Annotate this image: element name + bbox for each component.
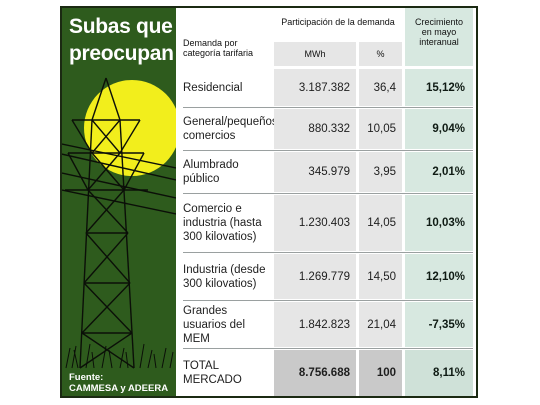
row-divider: [183, 348, 473, 349]
row-growth: 2,01%: [405, 152, 473, 192]
category-header: Demanda por categoría tarifaria: [183, 38, 273, 58]
row-growth: 10,03%: [405, 195, 473, 251]
row-pct: 10,05: [359, 109, 402, 149]
growth-header-line-2: en mayo: [421, 27, 457, 37]
side-panel: Subas que preocupan Fuente: CAMMESA y AD…: [62, 8, 176, 396]
illustration: [62, 77, 176, 369]
row-divider: [183, 150, 473, 151]
row-label: Alumbrado público: [183, 159, 239, 185]
title-line-1: Subas que: [69, 15, 173, 38]
row-growth: 12,10%: [405, 254, 473, 299]
row-divider: [183, 252, 473, 253]
row-label: General/pequeños comercios: [183, 116, 278, 142]
row-mwh: 3.187.382: [274, 69, 356, 106]
total-mwh: 8.756.688: [274, 350, 356, 396]
row-label: Industria (desde 300 kilovatios): [183, 263, 266, 290]
row-pct: 3,95: [359, 152, 402, 192]
title-line-2: preocupan: [69, 42, 174, 65]
growth-header-line-1: Crecimiento: [414, 17, 463, 27]
row-label: Grandes usuarios del MEM: [183, 304, 246, 345]
row-label: Comercio e industria (hasta 300 kilovati…: [183, 203, 262, 243]
source-label: Fuente:: [69, 372, 104, 383]
total-label: TOTAL MERCADO: [183, 360, 242, 386]
total-pct: 100: [359, 350, 402, 396]
page-title: Subas que preocupan: [69, 13, 174, 67]
row-pct: 36,4: [359, 69, 402, 106]
row-label: Residencial: [183, 81, 243, 94]
row-divider: [183, 193, 473, 194]
row-growth: 9,04%: [405, 109, 473, 149]
pct-header: %: [359, 42, 402, 66]
category-header-line-1: Demanda por: [183, 38, 238, 48]
power-tower-icon: [62, 77, 176, 369]
row-pct: 21,04: [359, 302, 402, 347]
row-divider: [183, 300, 473, 301]
source-value: CAMMESA y ADEERA: [69, 383, 169, 394]
data-table: Demanda por categoría tarifaria Particip…: [176, 8, 476, 396]
row-mwh: 880.332: [274, 109, 356, 149]
participation-header: Participación de la demanda: [281, 17, 395, 27]
growth-header-line-3: interanual: [419, 37, 459, 47]
row-divider: [183, 107, 473, 108]
total-growth: 8,11%: [405, 350, 473, 396]
row-mwh: 1.230.403: [274, 195, 356, 251]
category-header-line-2: categoría tarifaria: [183, 48, 254, 58]
infographic-frame: Subas que preocupan Fuente: CAMMESA y AD…: [60, 6, 478, 398]
row-growth: -7,35%: [405, 302, 473, 347]
growth-header: Crecimiento en mayo interanual: [405, 8, 473, 66]
row-mwh: 345.979: [274, 152, 356, 192]
row-mwh: 1.269.779: [274, 254, 356, 299]
row-pct: 14,50: [359, 254, 402, 299]
sun-icon: [84, 80, 176, 176]
row-pct: 14,05: [359, 195, 402, 251]
mwh-header: MWh: [274, 42, 356, 66]
row-mwh: 1.842.823: [274, 302, 356, 347]
source-note: Fuente: CAMMESA y ADEERA: [69, 372, 168, 394]
grass-icon: [65, 343, 174, 369]
row-growth: 15,12%: [405, 69, 473, 106]
